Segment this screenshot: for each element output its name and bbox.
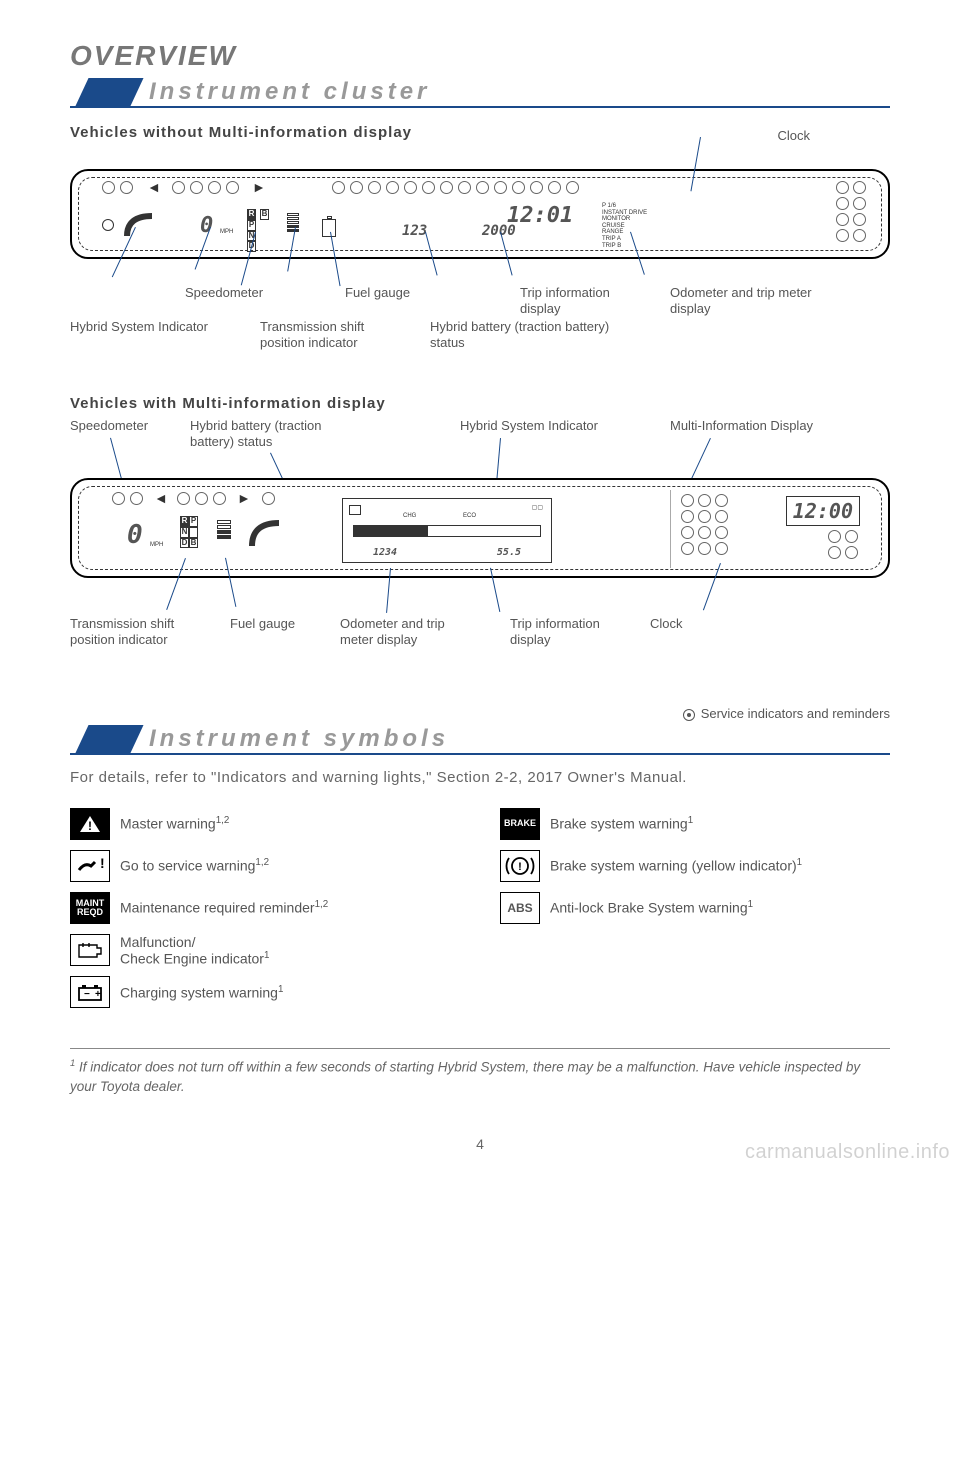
label-hybrid-sys-b: Hybrid System Indicator: [460, 418, 598, 434]
overview-title: OVERVIEW: [70, 40, 890, 72]
label-trip-b: Trip information display: [510, 616, 630, 649]
sym-label: Charging system warning: [120, 984, 278, 1000]
sym-label: Maintenance required reminder: [120, 900, 315, 916]
sym-check-engine: Malfunction/ Check Engine indicator1: [70, 934, 460, 967]
label-transmission-a: Transmission shift position indicator: [260, 319, 400, 352]
sym-label: Malfunction/ Check Engine indicator: [120, 934, 264, 967]
section-title-cluster: Instrument cluster: [149, 78, 430, 106]
labels-b-bottom: Transmission shift position indicator Fu…: [70, 616, 890, 686]
footnote: 1 If indicator does not turn off within …: [70, 1057, 890, 1096]
brake-circle-icon: !: [500, 850, 540, 882]
label-transmission-b: Transmission shift position indicator: [70, 616, 200, 649]
sym-label: Go to service warning: [120, 858, 255, 874]
symbols-body-text: For details, refer to "Indicators and wa…: [70, 767, 890, 790]
cluster-diagram-a: ◄ ► 0 MPH: [70, 147, 890, 277]
circle-dot-icon: [683, 709, 695, 721]
group-b-heading: Vehicles with Multi-information display: [70, 395, 890, 412]
label-clock-b: Clock: [650, 616, 683, 632]
sym-charging: −+ Charging system warning1: [70, 976, 460, 1008]
label-odo-a: Odometer and trip meter display: [670, 285, 850, 318]
svg-text:−: −: [84, 989, 90, 1000]
sym-maint-reqd: MAINT REQD Maintenance required reminder…: [70, 892, 460, 924]
sym-abs: ABS Anti-lock Brake System warning1: [500, 892, 890, 924]
label-odo-b: Odometer and trip meter display: [340, 616, 480, 649]
group-a-heading: Vehicles without Multi-information displ…: [70, 124, 412, 141]
cluster-diagram-b: ◄ ► 0 MPH RP N DB: [70, 468, 890, 608]
sym-label: Brake system warning (yellow indicator): [550, 858, 797, 874]
sym-label: Brake system warning: [550, 816, 688, 832]
svg-text:!: !: [88, 819, 92, 833]
label-fuel-a: Fuel gauge: [345, 285, 410, 301]
svg-text:+: +: [95, 989, 101, 1000]
abs-icon: ABS: [500, 892, 540, 924]
brake-icon: BRAKE: [500, 808, 540, 840]
sym-label: Master warning: [120, 816, 216, 832]
label-hybrid-sys-a: Hybrid System Indicator: [70, 319, 208, 335]
symbols-col-left: ! Master warning1,2 ! Go to service warn…: [70, 808, 460, 1019]
wrench-exclaim-icon: !: [70, 850, 110, 882]
battery-icon: −+: [70, 976, 110, 1008]
label-hybrid-batt-a: Hybrid battery (traction battery) status: [430, 319, 620, 352]
label-multi-info-b: Multi-Information Display: [670, 418, 813, 434]
sym-go-to-service: ! Go to service warning1,2: [70, 850, 460, 882]
section-title-symbols: Instrument symbols: [149, 725, 449, 753]
symbols-columns: ! Master warning1,2 ! Go to service warn…: [70, 808, 890, 1019]
label-clock-a: Clock: [777, 120, 890, 147]
labels-a: Speedometer Fuel gauge Trip information …: [70, 285, 890, 375]
footnote-rule: [70, 1048, 890, 1049]
warning-triangle-icon: !: [70, 808, 110, 840]
symbols-col-right: BRAKE Brake system warning1 ! Brake syst…: [500, 808, 890, 1019]
diagram-group-a: Vehicles without Multi-information displ…: [70, 120, 890, 375]
check-engine-icon: [70, 934, 110, 966]
maint-reqd-icon: MAINT REQD: [70, 892, 110, 924]
svg-text:!: !: [100, 856, 105, 871]
sym-brake: BRAKE Brake system warning1: [500, 808, 890, 840]
diagram-group-b: Vehicles with Multi-information display …: [70, 395, 890, 686]
watermark: carmanualsonline.info: [745, 1141, 950, 1164]
svg-text:!: !: [518, 861, 522, 873]
section-header-cluster: Instrument cluster: [70, 78, 890, 108]
parallelogram-icon: [75, 725, 143, 753]
label-trip-a: Trip information display: [520, 285, 640, 318]
label-speedometer-b: Speedometer: [70, 418, 148, 434]
labels-b-top: Speedometer Hybrid battery (traction bat…: [70, 418, 890, 468]
label-fuel-b: Fuel gauge: [230, 616, 295, 632]
parallelogram-icon: [75, 78, 143, 106]
label-hybrid-batt-b: Hybrid battery (traction battery) status: [190, 418, 350, 451]
sym-brake-yellow: ! Brake system warning (yellow indicator…: [500, 850, 890, 882]
sym-label: Anti-lock Brake System warning: [550, 900, 748, 916]
sym-master-warning: ! Master warning1,2: [70, 808, 460, 840]
section-header-symbols: Instrument symbols: [70, 725, 890, 755]
label-speedometer-a: Speedometer: [185, 285, 263, 301]
service-note: Service indicators and reminders: [70, 706, 890, 721]
